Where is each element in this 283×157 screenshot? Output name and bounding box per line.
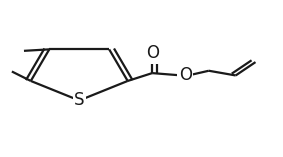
Text: O: O [146, 44, 159, 62]
Text: S: S [74, 92, 85, 109]
Text: O: O [179, 66, 192, 84]
